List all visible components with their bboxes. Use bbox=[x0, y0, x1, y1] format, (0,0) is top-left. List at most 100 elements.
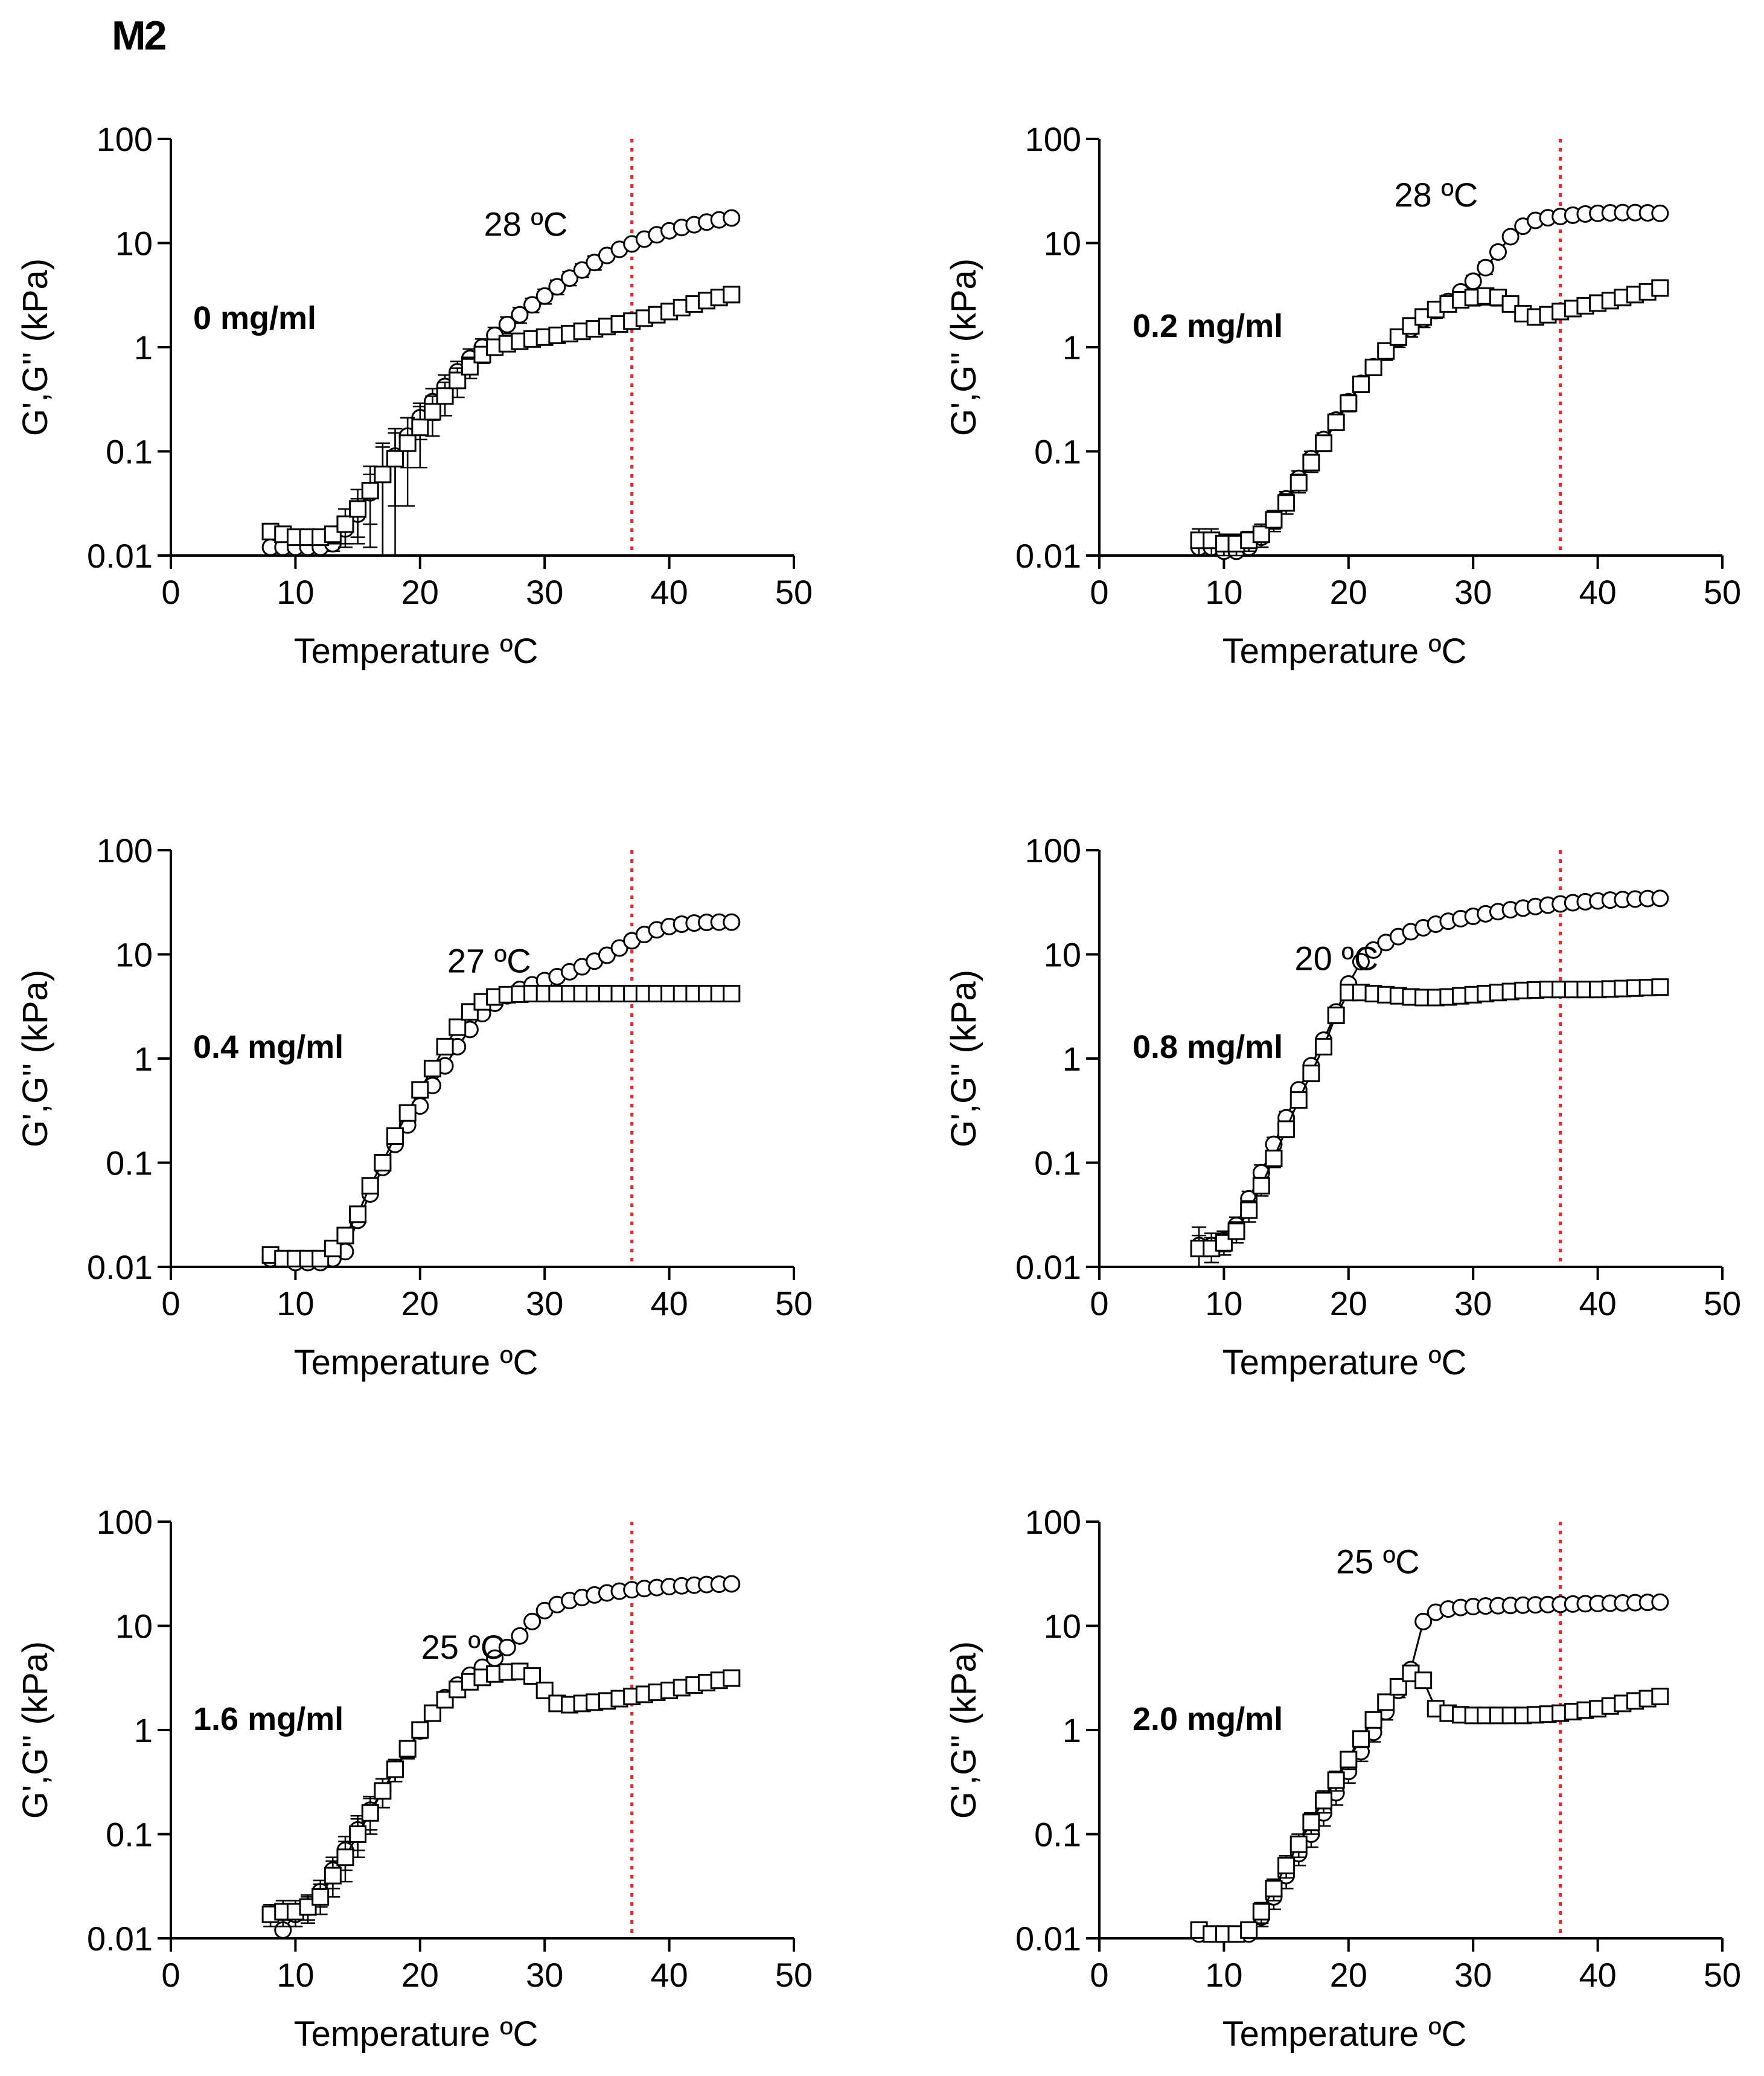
y-tick-label: 100 bbox=[1025, 1503, 1081, 1541]
figure-label: M2 bbox=[112, 13, 167, 59]
concentration-label: 1.6 mg/ml bbox=[193, 1701, 344, 1737]
data-point-square bbox=[349, 1825, 367, 1843]
data-point-square bbox=[1327, 413, 1345, 431]
x-tick-label: 10 bbox=[1205, 1956, 1242, 1994]
x-tick-label: 20 bbox=[1330, 1956, 1367, 1994]
data-point-square bbox=[1651, 279, 1669, 297]
y-axis-label: G',G'' (kPa) bbox=[16, 970, 55, 1147]
data-point-circle bbox=[723, 913, 741, 931]
y-tick-label: 0.1 bbox=[1034, 433, 1081, 471]
x-tick-label: 50 bbox=[775, 1284, 813, 1322]
gelation-temperature-label: 25 ºC bbox=[1336, 1542, 1420, 1580]
series-line-circle bbox=[270, 217, 732, 548]
data-point-square bbox=[1302, 1813, 1320, 1831]
y-axis-label: G',G'' (kPa) bbox=[16, 258, 55, 436]
x-tick-label: 0 bbox=[1090, 1956, 1108, 1994]
y-tick-label: 100 bbox=[1025, 120, 1081, 158]
x-tick-label: 50 bbox=[775, 1956, 813, 1994]
y-tick-label: 0.1 bbox=[106, 1144, 153, 1182]
data-point-square bbox=[411, 1081, 429, 1099]
y-tick-label: 0.1 bbox=[1034, 1144, 1081, 1182]
x-tick-label: 0 bbox=[161, 1284, 180, 1322]
data-point-square bbox=[1265, 1149, 1283, 1167]
data-point-circle bbox=[1489, 243, 1507, 261]
y-axis-label: G',G'' (kPa) bbox=[944, 1641, 983, 1819]
x-tick-label: 10 bbox=[1205, 1284, 1242, 1322]
data-point-circle bbox=[723, 209, 741, 227]
data-point-square bbox=[1277, 1120, 1296, 1138]
data-point-square bbox=[1302, 453, 1320, 472]
data-point-circle bbox=[1414, 1612, 1433, 1630]
x-axis-label: Temperature ºC bbox=[1222, 632, 1467, 671]
concentration-label: 0.8 mg/ml bbox=[1133, 1029, 1283, 1065]
data-point-circle bbox=[1651, 889, 1669, 908]
y-tick-label: 100 bbox=[97, 1503, 153, 1541]
x-tick-label: 20 bbox=[401, 1956, 439, 1994]
x-tick-label: 40 bbox=[1579, 1284, 1616, 1322]
data-point-square bbox=[1277, 494, 1296, 512]
data-point-circle bbox=[573, 261, 591, 279]
data-point-circle bbox=[511, 1627, 529, 1645]
gelation-temperature-label: 20 ºC bbox=[1294, 939, 1378, 977]
x-tick-label: 30 bbox=[526, 1284, 563, 1322]
x-tick-label: 0 bbox=[161, 1956, 180, 1994]
data-point-square bbox=[436, 1037, 454, 1056]
data-point-circle bbox=[1352, 953, 1370, 971]
x-tick-label: 40 bbox=[650, 573, 688, 611]
data-point-square bbox=[723, 1669, 741, 1687]
concentration-label: 0.4 mg/ml bbox=[193, 1029, 344, 1065]
y-tick-label: 10 bbox=[115, 1607, 153, 1645]
gelation-temperature-label: 27 ºC bbox=[447, 941, 531, 979]
x-tick-label: 10 bbox=[276, 573, 314, 611]
data-point-square bbox=[312, 1888, 330, 1906]
data-point-square bbox=[436, 387, 454, 405]
y-tick-label: 1 bbox=[134, 328, 153, 367]
concentration-label: 2.0 mg/ml bbox=[1133, 1701, 1283, 1737]
chart-panel: 0.01 0.1 1 10 100 0 10 20 30 40 50 Temperature ºC G'… bbox=[944, 831, 1741, 1382]
data-point-square bbox=[723, 984, 741, 1002]
data-point-square bbox=[1315, 1037, 1333, 1056]
x-tick-label: 30 bbox=[1454, 573, 1492, 611]
y-tick-label: 0.01 bbox=[1015, 1920, 1081, 1958]
data-point-square bbox=[1327, 1771, 1345, 1789]
x-tick-label: 20 bbox=[1330, 1284, 1367, 1322]
data-point-square bbox=[1352, 376, 1370, 394]
data-point-square bbox=[336, 515, 354, 533]
chart-panel: 0.01 0.1 1 10 100 0 10 20 30 40 50 Temperature ºC G'… bbox=[16, 120, 813, 671]
y-tick-label: 0.01 bbox=[87, 1248, 153, 1286]
x-tick-label: 10 bbox=[1205, 573, 1242, 611]
concentration-label: 0.2 mg/ml bbox=[1133, 308, 1283, 344]
x-tick-label: 30 bbox=[526, 1956, 563, 1994]
data-point-circle bbox=[1501, 228, 1520, 246]
data-point-square bbox=[386, 1127, 404, 1145]
x-axis-label: Temperature ºC bbox=[294, 2014, 538, 2054]
x-tick-label: 20 bbox=[401, 1284, 439, 1322]
x-tick-label: 20 bbox=[401, 573, 439, 611]
data-point-square bbox=[398, 434, 417, 452]
data-point-circle bbox=[523, 296, 542, 314]
y-axis-label: G',G'' (kPa) bbox=[944, 970, 983, 1147]
data-point-circle bbox=[511, 306, 529, 324]
x-tick-label: 30 bbox=[526, 573, 563, 611]
y-tick-label: 100 bbox=[97, 831, 153, 870]
data-point-circle bbox=[1651, 1593, 1669, 1611]
data-point-square bbox=[1340, 394, 1358, 412]
y-tick-label: 0.1 bbox=[106, 1816, 153, 1854]
y-tick-label: 1 bbox=[1063, 1040, 1081, 1078]
data-point-square bbox=[324, 1866, 342, 1885]
data-point-square bbox=[1651, 1687, 1669, 1705]
chart-panel: 0.01 0.1 1 10 100 0 10 20 30 40 50 Temperature ºC G'… bbox=[16, 1503, 813, 2054]
y-tick-label: 1 bbox=[134, 1040, 153, 1078]
data-point-square bbox=[1265, 1880, 1283, 1898]
x-tick-label: 50 bbox=[775, 573, 813, 611]
data-point-square bbox=[1389, 328, 1407, 346]
y-tick-label: 10 bbox=[115, 936, 153, 974]
y-tick-label: 100 bbox=[1025, 831, 1081, 870]
data-point-square bbox=[1364, 1711, 1382, 1729]
data-point-circle bbox=[498, 315, 516, 333]
y-axis-label: G',G'' (kPa) bbox=[16, 1641, 55, 1819]
x-tick-label: 40 bbox=[1579, 1956, 1616, 1994]
y-tick-label: 10 bbox=[1044, 225, 1081, 263]
data-point-square bbox=[1265, 511, 1283, 529]
data-point-square bbox=[523, 1667, 542, 1685]
